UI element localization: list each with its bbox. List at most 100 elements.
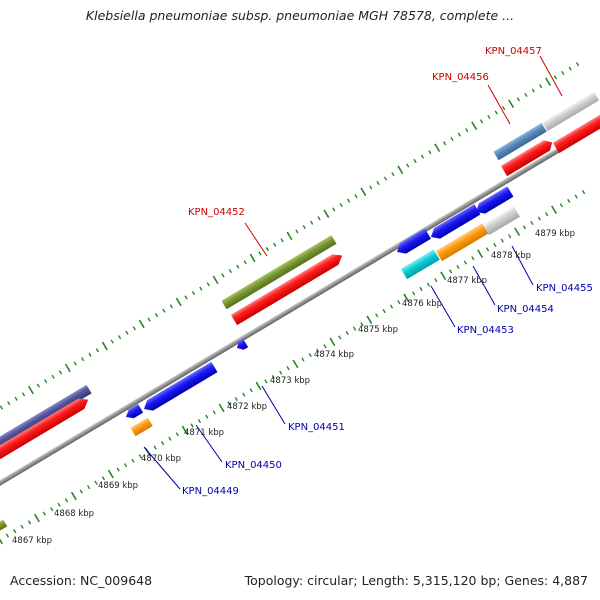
minor-tick — [191, 291, 196, 296]
minor-tick — [221, 273, 225, 278]
minor-tick — [389, 304, 394, 309]
minor-tick — [79, 489, 83, 494]
minor-tick — [574, 194, 578, 199]
gene-feature[interactable] — [482, 206, 520, 236]
minor-tick — [132, 326, 136, 331]
minor-tick — [317, 216, 321, 221]
gene-feature[interactable] — [428, 204, 481, 242]
minor-tick — [206, 282, 210, 287]
major-tick — [551, 205, 558, 215]
minor-tick — [110, 339, 114, 344]
major-tick — [545, 77, 552, 87]
scale-label: 4874 kbp — [314, 350, 354, 360]
gene-feature[interactable] — [234, 338, 249, 353]
minor-tick — [286, 366, 290, 371]
gene-label-kpn-04457[interactable]: KPN_04457 — [485, 46, 542, 57]
minor-tick — [332, 207, 336, 212]
minor-tick — [524, 92, 528, 98]
major-tick — [471, 121, 478, 131]
minor-tick — [160, 441, 165, 446]
gene-feature[interactable] — [394, 228, 431, 257]
gene-feature[interactable] — [141, 361, 218, 414]
minor-tick — [302, 224, 306, 230]
gene-feature[interactable] — [221, 235, 337, 310]
minor-tick — [50, 507, 54, 512]
minor-tick — [0, 405, 4, 410]
minor-tick — [184, 295, 188, 300]
cds-feature[interactable] — [230, 250, 345, 326]
major-tick — [33, 513, 40, 523]
gene-feature[interactable] — [123, 404, 144, 421]
scale-label: 4875 kbp — [358, 325, 398, 335]
minor-tick — [463, 260, 468, 265]
genome-info-text: Topology: circular; Length: 5,315,120 bp… — [244, 573, 588, 588]
gene-feature[interactable] — [0, 384, 92, 452]
gene-label-kpn-04454[interactable]: KPN_04454 — [497, 304, 554, 315]
minor-tick — [101, 476, 106, 481]
minor-tick — [234, 397, 239, 402]
gene-feature[interactable] — [473, 186, 514, 217]
minor-tick — [264, 379, 268, 384]
minor-tick — [568, 66, 572, 71]
minor-tick — [339, 202, 343, 208]
minor-tick — [308, 352, 312, 358]
minor-tick — [205, 414, 209, 419]
gene-feature[interactable] — [493, 91, 600, 161]
gene-feature[interactable] — [0, 519, 8, 535]
minor-tick — [426, 282, 431, 287]
minor-tick — [73, 361, 77, 366]
minor-tick — [465, 128, 469, 133]
major-tick — [218, 403, 225, 413]
minor-tick — [190, 423, 194, 428]
forward-strand-features — [0, 91, 600, 463]
minor-tick — [559, 203, 564, 208]
major-tick — [329, 337, 336, 347]
gene-feature[interactable] — [130, 417, 153, 437]
reverse-gene-labels: KPN_04449 KPN_04450 KPN_04451 KPN_04453 … — [182, 283, 593, 497]
minor-tick — [369, 185, 373, 190]
cds-feature[interactable] — [500, 137, 555, 177]
minor-tick — [479, 119, 484, 124]
minor-tick — [212, 410, 216, 415]
minor-tick — [382, 308, 386, 314]
minor-tick — [391, 172, 395, 177]
major-tick — [101, 341, 108, 351]
minor-tick — [88, 352, 92, 357]
gene-label-kpn-04451[interactable]: KPN_04451 — [288, 422, 345, 433]
minor-tick — [20, 524, 24, 529]
minor-tick — [199, 286, 203, 291]
gene-label-kpn-04456[interactable]: KPN_04456 — [432, 72, 489, 83]
scale-label: 4877 kbp — [447, 276, 487, 286]
minor-tick — [154, 313, 159, 318]
minor-tick — [375, 313, 379, 318]
minor-tick — [44, 379, 48, 384]
minor-tick — [493, 242, 497, 248]
minor-tick — [64, 498, 69, 503]
gene-feature[interactable] — [435, 223, 489, 262]
genome-backbone — [0, 115, 600, 489]
major-tick — [212, 275, 219, 285]
minor-tick — [457, 132, 462, 137]
minor-tick — [500, 238, 504, 243]
minor-tick — [428, 150, 432, 155]
minor-tick — [539, 84, 543, 89]
cds-feature[interactable] — [552, 109, 600, 154]
major-tick — [138, 319, 145, 329]
minor-tick — [545, 212, 549, 217]
gene-label-kpn-04452[interactable]: KPN_04452 — [188, 207, 245, 218]
minor-tick — [345, 330, 349, 336]
minor-tick — [123, 463, 128, 468]
scale-label: 4869 kbp — [98, 481, 138, 491]
gene-label-kpn-04450[interactable]: KPN_04450 — [225, 460, 282, 471]
gene-label-kpn-04449[interactable]: KPN_04449 — [182, 486, 239, 497]
gene-label-kpn-04455[interactable]: KPN_04455 — [536, 283, 593, 294]
gene-label-kpn-04453[interactable]: KPN_04453 — [457, 325, 514, 336]
minor-tick — [197, 419, 202, 424]
major-tick — [70, 491, 77, 501]
cds-feature[interactable] — [0, 394, 91, 463]
minor-tick — [537, 216, 541, 221]
outer-tick-track — [0, 62, 580, 410]
gene-feature[interactable] — [400, 249, 440, 280]
minor-tick — [116, 467, 120, 472]
